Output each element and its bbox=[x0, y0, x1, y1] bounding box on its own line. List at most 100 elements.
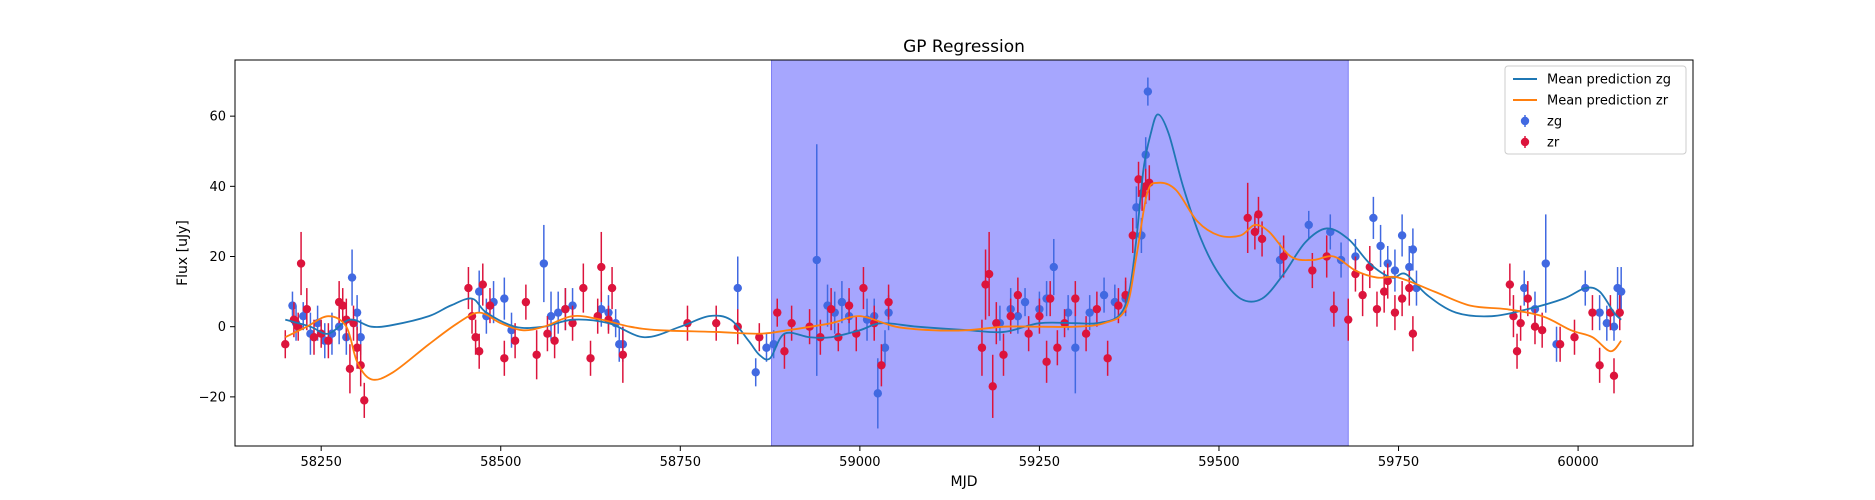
data-point bbox=[474, 287, 484, 296]
y-tick-label: 60 bbox=[209, 110, 226, 125]
data-point bbox=[474, 347, 484, 356]
data-point bbox=[1081, 329, 1091, 338]
data-point bbox=[880, 343, 890, 352]
data-point bbox=[521, 297, 531, 307]
data-point bbox=[281, 340, 290, 349]
data-point bbox=[1379, 287, 1389, 296]
data-point bbox=[338, 301, 347, 310]
data-point bbox=[586, 354, 595, 363]
data-point bbox=[1405, 283, 1414, 293]
data-point bbox=[999, 350, 1008, 359]
legend-entry-label: Mean prediction zr bbox=[1547, 94, 1669, 109]
data-point bbox=[579, 283, 588, 293]
legend: Mean prediction zg Mean prediction zr zg zr bbox=[1504, 65, 1687, 155]
data-point bbox=[539, 259, 549, 268]
data-point bbox=[1013, 290, 1023, 300]
data-point bbox=[1369, 213, 1378, 223]
data-point bbox=[1134, 175, 1143, 184]
data-point bbox=[347, 273, 357, 282]
data-point bbox=[1035, 311, 1044, 321]
data-point bbox=[1537, 326, 1547, 335]
x-tick-label: 58250 bbox=[301, 455, 342, 470]
y-tick-label: 20 bbox=[209, 250, 226, 265]
data-point bbox=[510, 336, 520, 345]
data-point bbox=[485, 301, 495, 310]
axes: 58250 58500 58750 59000 59250 59500 59750 60000… bbox=[199, 110, 1599, 470]
data-point bbox=[844, 301, 854, 310]
data-point bbox=[1397, 294, 1407, 303]
data-point bbox=[859, 283, 868, 293]
series-zr bbox=[281, 161, 1624, 418]
x-tick-label: 60000 bbox=[1557, 455, 1598, 470]
data-point bbox=[309, 333, 319, 342]
x-tick-label: 59750 bbox=[1378, 455, 1419, 470]
data-point bbox=[1570, 333, 1579, 342]
chart-title: GP Regression bbox=[903, 37, 1025, 57]
data-point bbox=[1042, 357, 1051, 366]
data-point bbox=[1045, 294, 1055, 303]
x-tick-label: 59250 bbox=[1019, 455, 1060, 470]
x-axis-label: MJD bbox=[951, 474, 978, 490]
data-point bbox=[1020, 297, 1030, 307]
data-point bbox=[1530, 322, 1540, 331]
y-tick-label: −20 bbox=[199, 390, 226, 405]
data-point bbox=[554, 308, 563, 317]
data-point bbox=[618, 350, 628, 359]
x-tick-label: 58500 bbox=[480, 455, 521, 470]
data-point bbox=[1257, 234, 1267, 244]
data-point bbox=[561, 304, 570, 314]
data-point bbox=[1128, 231, 1137, 240]
series-line-Mean prediction zr bbox=[284, 181, 1622, 381]
data-point bbox=[500, 354, 509, 363]
data-point bbox=[500, 294, 509, 303]
highlight-region bbox=[771, 59, 1349, 447]
data-point bbox=[837, 297, 847, 307]
data-point bbox=[873, 389, 883, 398]
data-point bbox=[1071, 343, 1080, 352]
legend-entry-label: zr bbox=[1547, 136, 1560, 151]
data-point bbox=[464, 283, 473, 293]
legend-entry-label: Mean prediction zg bbox=[1547, 73, 1671, 88]
legend-swatch-point bbox=[1520, 137, 1530, 147]
data-point bbox=[345, 364, 355, 373]
data-point bbox=[1143, 87, 1153, 96]
data-point bbox=[988, 382, 997, 391]
data-point bbox=[550, 336, 559, 345]
data-point bbox=[1512, 347, 1522, 356]
data-point bbox=[1053, 343, 1062, 352]
data-point bbox=[352, 343, 362, 352]
data-point bbox=[1595, 308, 1604, 317]
data-point bbox=[826, 304, 836, 314]
data-point bbox=[1555, 340, 1565, 349]
data-point bbox=[1092, 304, 1102, 314]
data-point bbox=[360, 396, 369, 405]
data-point bbox=[356, 333, 365, 342]
data-point bbox=[543, 329, 552, 338]
x-tick-label: 59000 bbox=[839, 455, 880, 470]
data-point bbox=[1516, 318, 1525, 328]
data-point bbox=[1616, 287, 1626, 296]
data-point bbox=[733, 283, 742, 293]
data-point bbox=[1408, 245, 1418, 254]
plot-area bbox=[771, 59, 1349, 447]
data-point bbox=[1006, 311, 1015, 321]
data-point bbox=[1304, 220, 1313, 230]
data-point bbox=[607, 283, 617, 293]
data-point bbox=[1383, 276, 1392, 286]
data-point bbox=[1615, 308, 1624, 317]
data-point bbox=[1609, 371, 1619, 381]
data-point bbox=[755, 333, 764, 342]
data-point bbox=[1114, 301, 1123, 310]
x-tick-label: 58750 bbox=[660, 455, 701, 470]
data-point bbox=[787, 318, 796, 328]
data-point bbox=[1049, 262, 1058, 272]
data-point bbox=[1541, 259, 1550, 268]
data-point bbox=[1063, 308, 1073, 317]
data-point bbox=[1390, 308, 1400, 317]
data-point bbox=[1609, 322, 1619, 331]
data-point bbox=[1071, 294, 1080, 303]
data-point bbox=[1397, 231, 1407, 240]
data-point bbox=[1372, 304, 1382, 314]
data-point bbox=[1595, 361, 1604, 370]
